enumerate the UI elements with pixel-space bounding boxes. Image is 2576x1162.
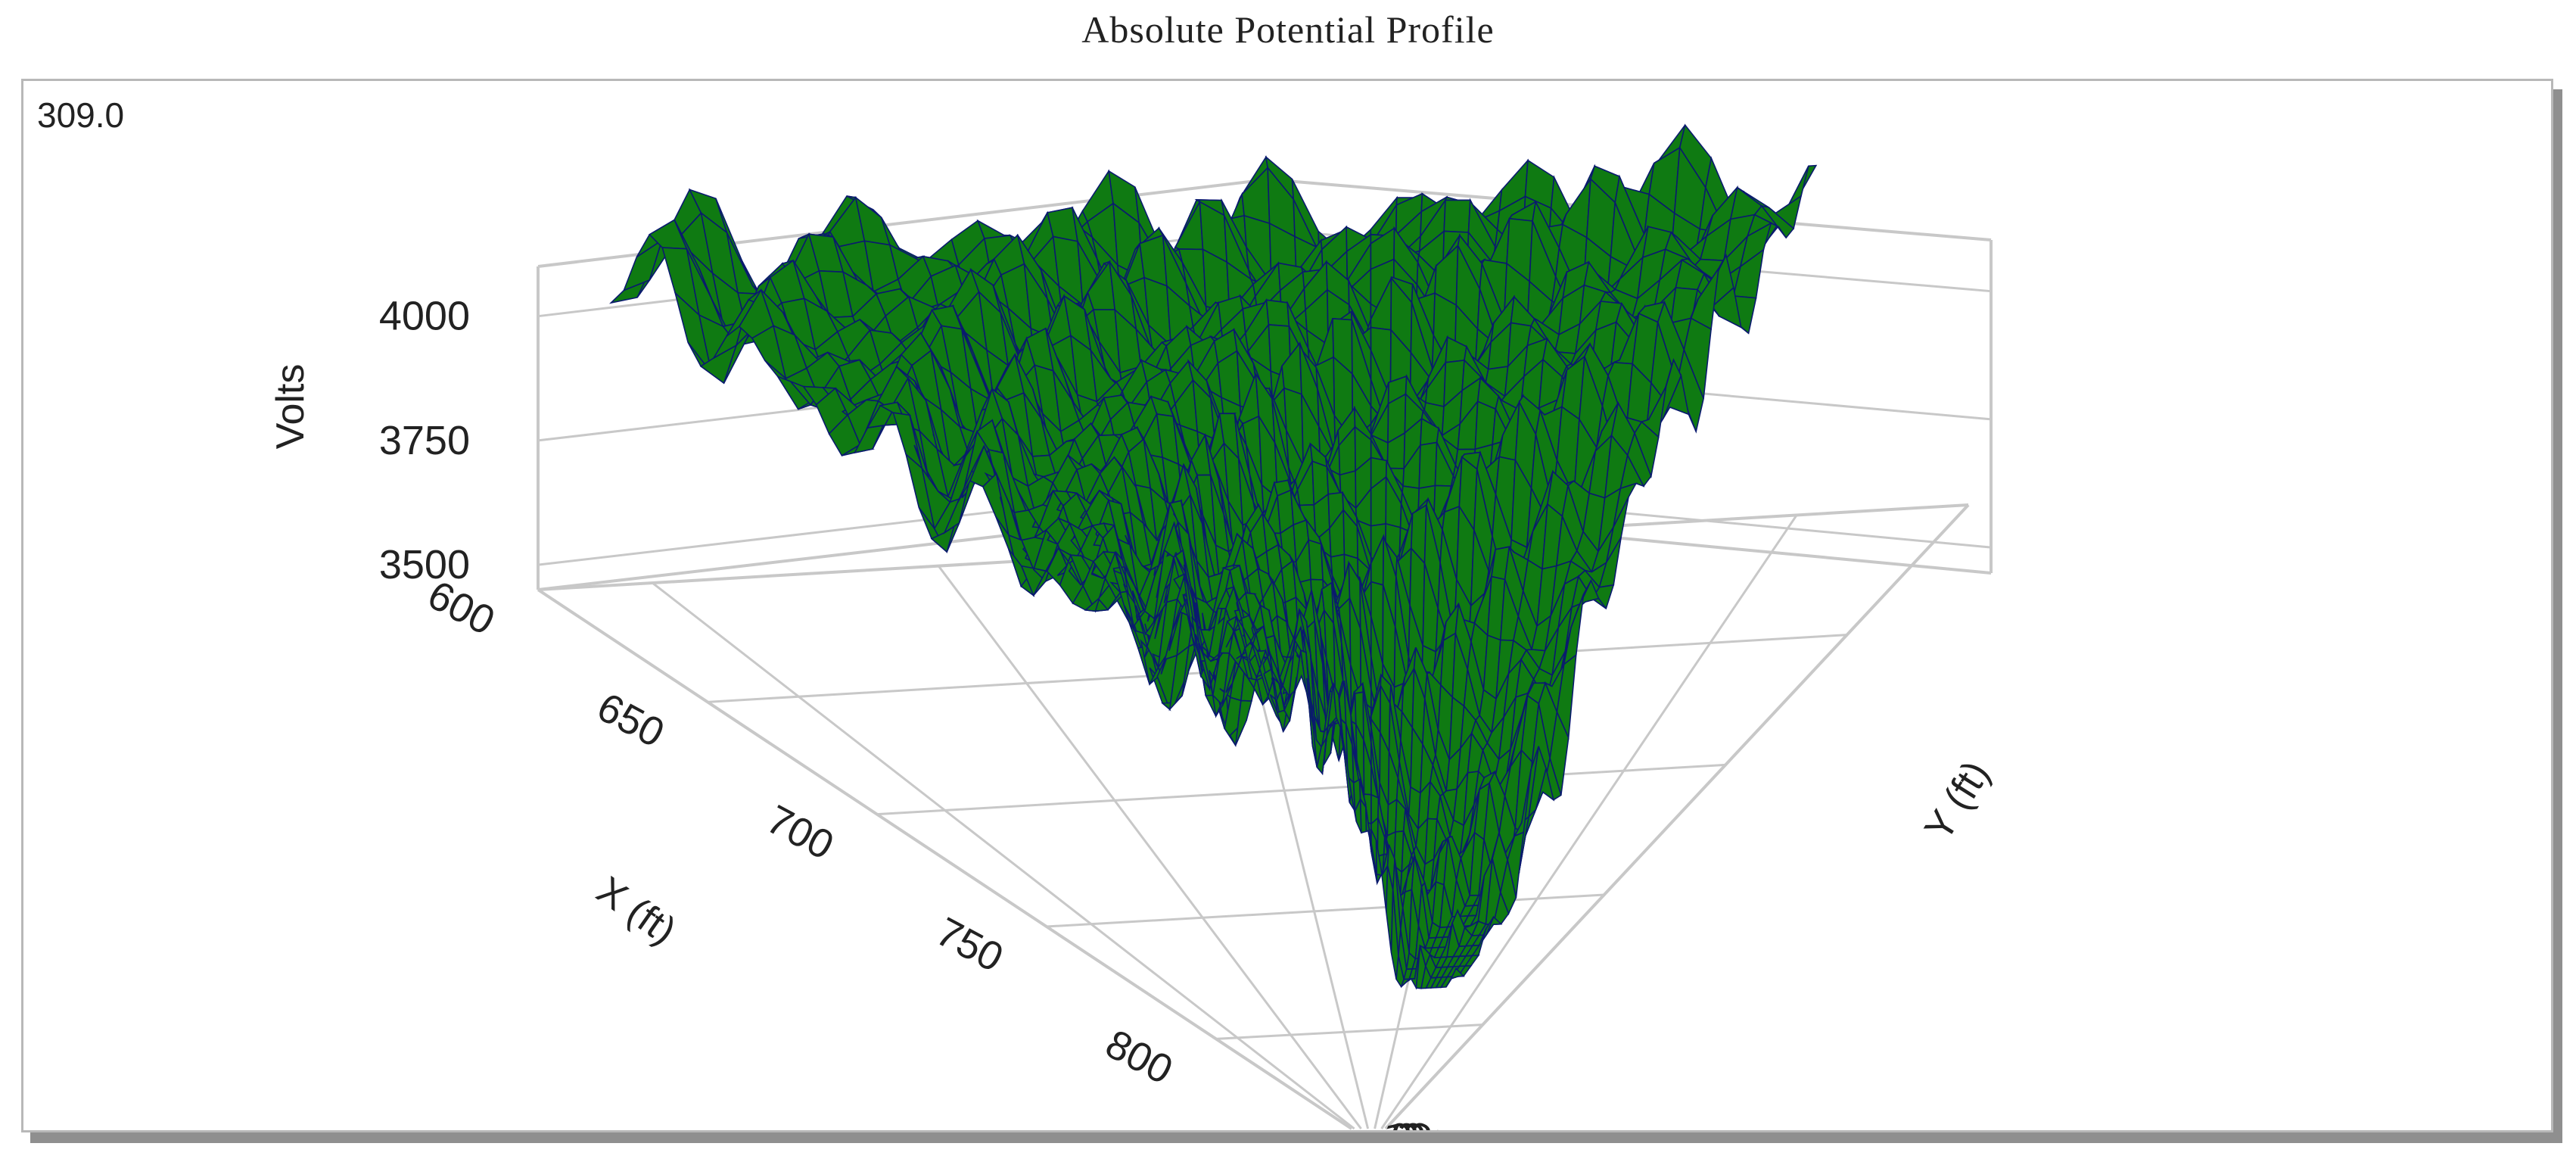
z-tick-label: 4000	[379, 294, 470, 339]
y-gridline	[652, 581, 1355, 1130]
x-tick-label: 700	[760, 796, 842, 868]
surface-facet	[1449, 967, 1465, 980]
surface-facet	[1418, 441, 1438, 490]
surface-facet	[1265, 299, 1290, 327]
floor-edge	[537, 588, 1353, 1130]
x-axis-label: X (ft)	[589, 868, 684, 953]
x-gridline	[876, 763, 1726, 816]
x-tick-label: 650	[590, 684, 672, 756]
y-gridline	[938, 565, 1362, 1129]
surface-facet	[1174, 199, 1204, 251]
corner-value-label: 309.0	[37, 95, 125, 135]
x-gridline	[1215, 1023, 1483, 1040]
y-gridline	[1380, 514, 1798, 1129]
surface-layer	[608, 123, 1818, 990]
z-tick-label: 3750	[379, 418, 470, 463]
y-axis-label: Y (ft)	[1916, 753, 1998, 848]
z-tick-label: 3500	[379, 542, 470, 587]
z-axis-label: Volts	[269, 364, 313, 450]
chart-frame: 3500375040006006507007508001502002503003…	[21, 79, 2553, 1132]
x-tick-label: 800	[1098, 1021, 1180, 1093]
x-tick-label: 750	[929, 908, 1010, 980]
chart-title: Absolute Potential Profile	[1081, 8, 1495, 51]
floor-edge	[1384, 503, 1970, 1130]
surface-plot: 3500375040006006507007508001502002503003…	[269, 123, 1999, 1130]
surface-facet	[1443, 199, 1471, 233]
